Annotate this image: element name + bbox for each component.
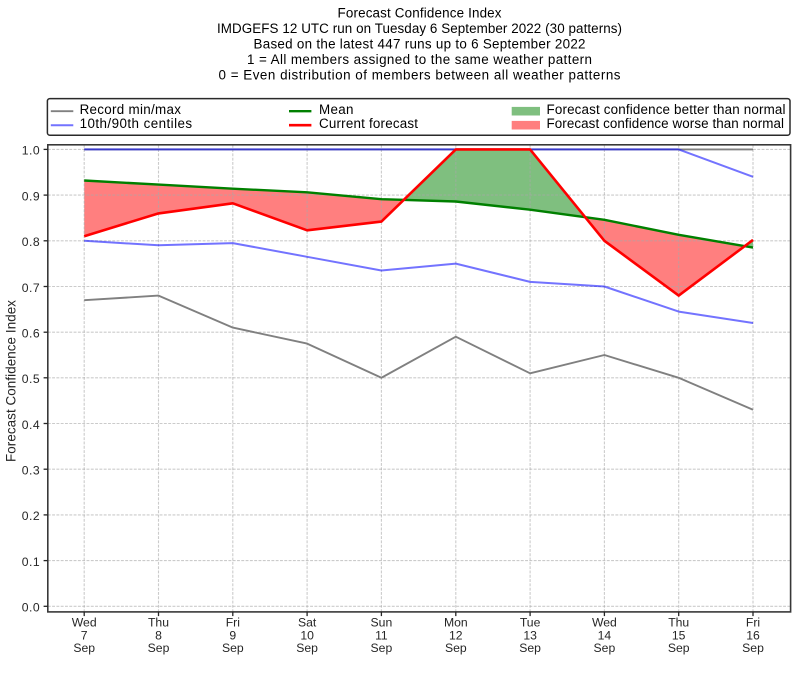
- svg-text:Mean: Mean: [319, 102, 353, 117]
- svg-text:Sep: Sep: [668, 641, 690, 655]
- svg-text:Based on the latest 447 runs u: Based on the latest 447 runs up to 6 Sep…: [254, 36, 586, 51]
- svg-text:0.5: 0.5: [22, 372, 40, 386]
- svg-text:9: 9: [229, 628, 236, 642]
- svg-text:11: 11: [375, 628, 388, 642]
- svg-text:Thu: Thu: [668, 616, 689, 630]
- svg-text:Tue: Tue: [520, 616, 541, 630]
- svg-text:13: 13: [523, 628, 537, 642]
- svg-text:0.7: 0.7: [22, 281, 40, 295]
- svg-text:Wed: Wed: [72, 616, 97, 630]
- svg-text:Forecast Confidence Index: Forecast Confidence Index: [3, 300, 18, 462]
- svg-text:Thu: Thu: [148, 616, 169, 630]
- svg-text:0.0: 0.0: [22, 601, 40, 615]
- svg-text:IMDGEFS 12 UTC run on Tuesday: IMDGEFS 12 UTC run on Tuesday 6 Septembe…: [217, 21, 622, 36]
- svg-text:Forecast confidence worse than: Forecast confidence worse than normal: [547, 116, 785, 131]
- svg-text:0.1: 0.1: [22, 555, 40, 569]
- svg-text:Sep: Sep: [371, 641, 393, 655]
- svg-text:Sep: Sep: [222, 641, 244, 655]
- svg-text:Sun: Sun: [371, 616, 393, 630]
- svg-text:0.9: 0.9: [22, 189, 40, 203]
- svg-text:1 = All members assigned to th: 1 = All members assigned to the same wea…: [247, 52, 592, 67]
- svg-text:0.6: 0.6: [22, 327, 40, 341]
- svg-text:Current forecast: Current forecast: [319, 116, 418, 131]
- svg-text:7: 7: [81, 628, 88, 642]
- svg-text:16: 16: [746, 628, 760, 642]
- svg-text:0.3: 0.3: [22, 464, 40, 478]
- svg-text:Sat: Sat: [298, 616, 317, 630]
- svg-text:Sep: Sep: [742, 641, 764, 655]
- svg-text:1.0: 1.0: [22, 144, 40, 158]
- svg-text:Forecast confidence better tha: Forecast confidence better than normal: [547, 102, 786, 117]
- svg-text:Sep: Sep: [445, 641, 467, 655]
- svg-text:Wed: Wed: [592, 616, 617, 630]
- svg-text:Fri: Fri: [226, 616, 240, 630]
- svg-text:Forecast Confidence Index: Forecast Confidence Index: [338, 5, 502, 20]
- svg-text:0.4: 0.4: [22, 418, 40, 432]
- svg-text:10th/90th centiles: 10th/90th centiles: [80, 116, 193, 131]
- svg-text:14: 14: [598, 628, 612, 642]
- svg-text:10: 10: [300, 628, 314, 642]
- svg-text:0.2: 0.2: [22, 509, 40, 523]
- svg-text:Sep: Sep: [296, 641, 318, 655]
- svg-text:Fri: Fri: [746, 616, 760, 630]
- svg-text:Sep: Sep: [73, 641, 95, 655]
- svg-text:0 = Even distribution of membe: 0 = Even distribution of members between…: [219, 67, 621, 82]
- svg-text:Mon: Mon: [444, 616, 468, 630]
- svg-text:12: 12: [449, 628, 463, 642]
- svg-text:Sep: Sep: [594, 641, 616, 655]
- svg-text:15: 15: [672, 628, 686, 642]
- svg-text:Sep: Sep: [148, 641, 170, 655]
- svg-text:0.8: 0.8: [22, 235, 40, 249]
- svg-text:Record min/max: Record min/max: [80, 102, 182, 117]
- svg-text:8: 8: [155, 628, 162, 642]
- svg-text:Sep: Sep: [519, 641, 541, 655]
